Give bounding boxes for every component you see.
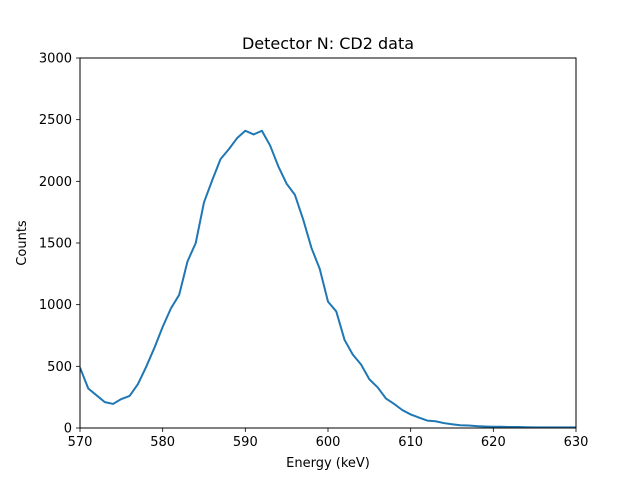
- x-tick-label: 620: [481, 435, 506, 450]
- y-tick-label: 500: [47, 360, 72, 375]
- y-tick-label: 1000: [39, 298, 72, 313]
- y-axis: 0 500 1000 1500 2000 2500 3000: [39, 52, 80, 437]
- y-tick-label: 2500: [39, 113, 72, 128]
- series-line: [80, 129, 576, 428]
- x-tick-label: 570: [68, 435, 93, 450]
- y-tick-label: 0: [64, 422, 72, 437]
- x-tick-label: 630: [564, 435, 589, 450]
- x-tick-label: 590: [233, 435, 258, 450]
- y-tick-label: 3000: [39, 52, 72, 67]
- x-axis-label: Energy (keV): [286, 456, 370, 471]
- y-axis-label: Counts: [15, 220, 30, 266]
- x-tick-label: 600: [316, 435, 341, 450]
- y-tick-label: 1500: [39, 237, 72, 252]
- plot-area: [80, 129, 576, 428]
- x-axis: 570 580 590 600 610 620 630: [68, 428, 589, 450]
- chart-title: Detector N: CD2 data: [242, 34, 414, 53]
- y-tick-label: 2000: [39, 175, 72, 190]
- x-tick-label: 580: [150, 435, 175, 450]
- x-tick-label: 610: [398, 435, 423, 450]
- plot-frame: [79, 57, 577, 429]
